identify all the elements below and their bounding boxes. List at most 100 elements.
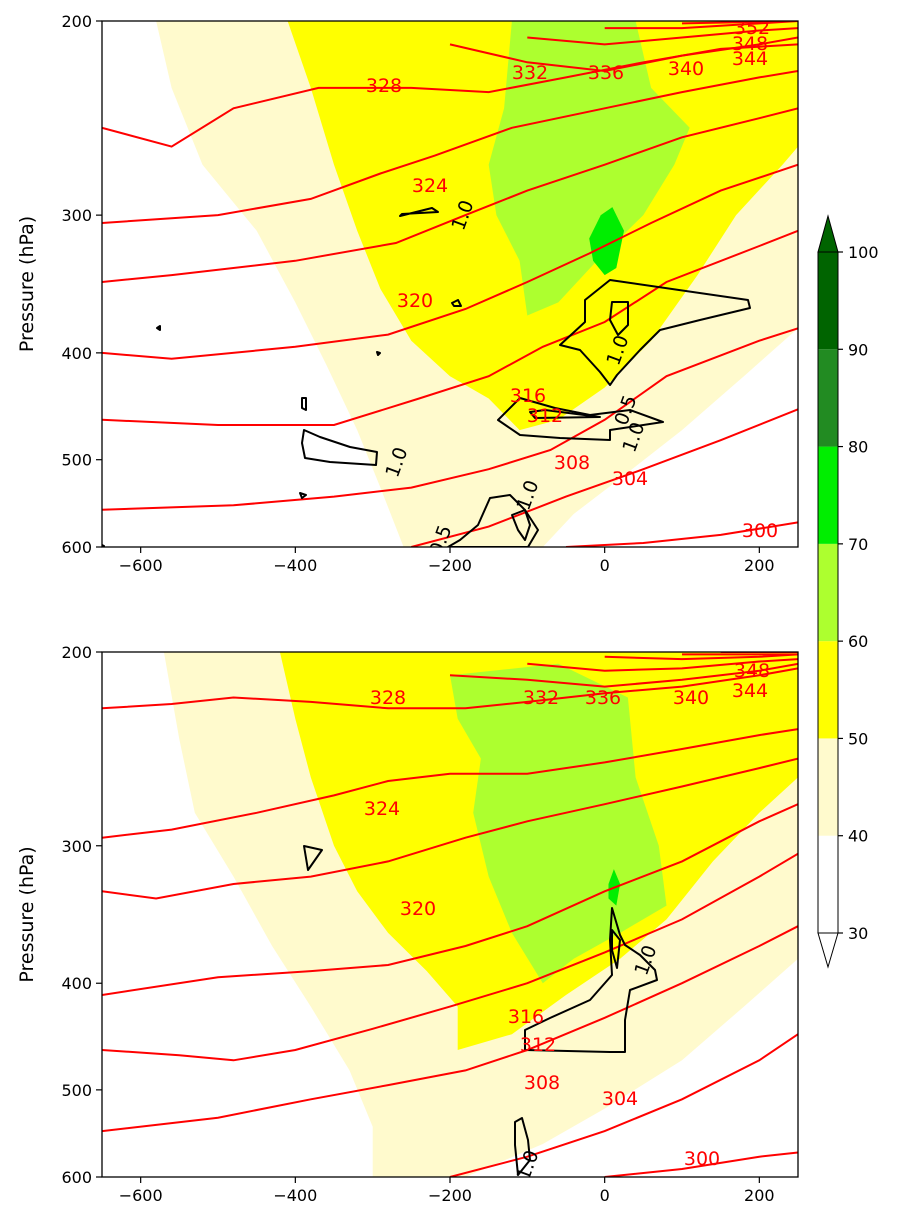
colorbar: 30 40 50 60 70 80 90 100: [817, 214, 879, 969]
black-contour: [156, 325, 161, 331]
theta-contour-316: [102, 803, 798, 996]
theta-contour-label: 316: [510, 385, 546, 407]
theta-contour-label: 312: [527, 405, 563, 427]
colorbar-tick-label: 70: [848, 535, 868, 554]
black-contour: [451, 299, 462, 307]
y-tick-label: 500: [61, 451, 92, 470]
colorbar-extend-min: [817, 932, 839, 969]
theta-contour-300: [604, 1151, 798, 1177]
theta-contour-label: 352: [734, 17, 770, 39]
theta-contour-label: 300: [684, 1148, 720, 1170]
theta-contour-label: 304: [602, 1088, 638, 1110]
theta-contour-316: [102, 163, 798, 360]
theta-contour-304: [411, 408, 798, 547]
theta-contour-label: 328: [366, 75, 402, 97]
black-contour: [609, 301, 629, 336]
x-tick-label: −600: [119, 556, 163, 575]
theta-contour-320: [102, 107, 798, 283]
theta-contour-336: [527, 658, 798, 672]
colorbar-tick-label: 60: [848, 632, 868, 651]
theta-contour-300: [565, 521, 798, 547]
x-tick-label: 200: [744, 1186, 775, 1205]
theta-contour-label: 348: [734, 660, 770, 682]
black-contour: [529, 409, 601, 419]
colorbar-tick-label: 50: [848, 729, 868, 748]
y-tick-label: 600: [61, 1168, 92, 1187]
theta-contour-312: [102, 229, 798, 426]
theta-contour-label: 308: [554, 452, 590, 474]
black-contour: [303, 845, 323, 871]
theta-contour-label: 324: [364, 798, 400, 820]
black-contour: [301, 397, 307, 411]
y-tick-label: 300: [61, 837, 92, 856]
x-tick-label: 0: [600, 556, 610, 575]
theta-contour-336: [527, 27, 798, 46]
theta-contour-label: 348: [732, 33, 768, 55]
colorbar-tick-label: 30: [848, 924, 868, 943]
colorbar-tick-label: 40: [848, 827, 868, 846]
theta-contour-324: [102, 728, 798, 839]
colorbar-frame: [817, 251, 839, 934]
theta-contour-308: [102, 327, 798, 511]
theta-contour-label: 316: [508, 1006, 544, 1028]
black-contour: [299, 492, 307, 499]
colorbar-segment: [818, 446, 838, 544]
filled-region-70: [589, 207, 624, 276]
y-tick-label: 300: [61, 206, 92, 225]
colorbar-segment: [818, 543, 838, 642]
theta-contour-label: 328: [370, 687, 406, 709]
filled-region-60: [488, 21, 690, 316]
x-tick-label: 0: [600, 1186, 610, 1205]
theta-contour-332: [449, 662, 798, 688]
x-tick-label: −400: [273, 1186, 317, 1205]
colorbar-tick-label: 100: [848, 243, 879, 262]
y-tick-label: 400: [61, 974, 92, 993]
theta-contour-label: 344: [732, 48, 768, 70]
black-contour: [514, 1117, 531, 1176]
colorbar-extend-max: [817, 214, 839, 253]
theta-contour-label: 344: [732, 680, 768, 702]
theta-contour-308: [102, 925, 798, 1133]
black-contour: [559, 279, 751, 386]
black-contour: [399, 207, 439, 217]
theta-contour-304: [449, 1033, 798, 1177]
y-tick-label: 200: [61, 643, 92, 662]
theta-contour-label: 336: [585, 687, 621, 709]
theta-contour-label: 324: [412, 175, 448, 197]
theta-contour-label: 320: [397, 290, 433, 312]
x-tick-label: −200: [428, 1186, 472, 1205]
black-contour: [301, 429, 378, 466]
x-tick-label: −600: [119, 1186, 163, 1205]
black-contour: [524, 907, 658, 1053]
y-tick-label: 600: [61, 538, 92, 557]
x-tick-label: 200: [744, 556, 775, 575]
theta-contour-332: [449, 36, 798, 73]
black-contour: [447, 494, 539, 547]
colorbar-segment: [818, 252, 838, 350]
theta-contour-340: [604, 653, 798, 661]
theta-contour-label: 320: [400, 898, 436, 920]
black-contour: [511, 509, 531, 541]
theta-contour-label: 308: [524, 1072, 560, 1094]
theta-contour-324: [102, 70, 798, 224]
y-axis-title: Pressure (hPa): [16, 216, 38, 352]
y-tick-label: 500: [61, 1081, 92, 1100]
filled-region-60: [450, 663, 667, 984]
colorbar-tick-label: 90: [848, 340, 868, 359]
y-tick-label: 400: [61, 344, 92, 363]
theta-contour-label: 300: [742, 520, 778, 542]
black-contour: [376, 351, 381, 356]
y-tick-label: 200: [61, 12, 92, 31]
colorbar-segment: [818, 835, 838, 933]
x-tick-label: −200: [428, 556, 472, 575]
colorbar-segment: [818, 641, 838, 739]
theta-contour-320: [102, 757, 798, 900]
colorbar-tick-label: 80: [848, 438, 868, 457]
theta-contour-label: 304: [612, 468, 648, 490]
theta-contour-label: 340: [668, 58, 704, 80]
x-tick-label: −400: [273, 556, 317, 575]
